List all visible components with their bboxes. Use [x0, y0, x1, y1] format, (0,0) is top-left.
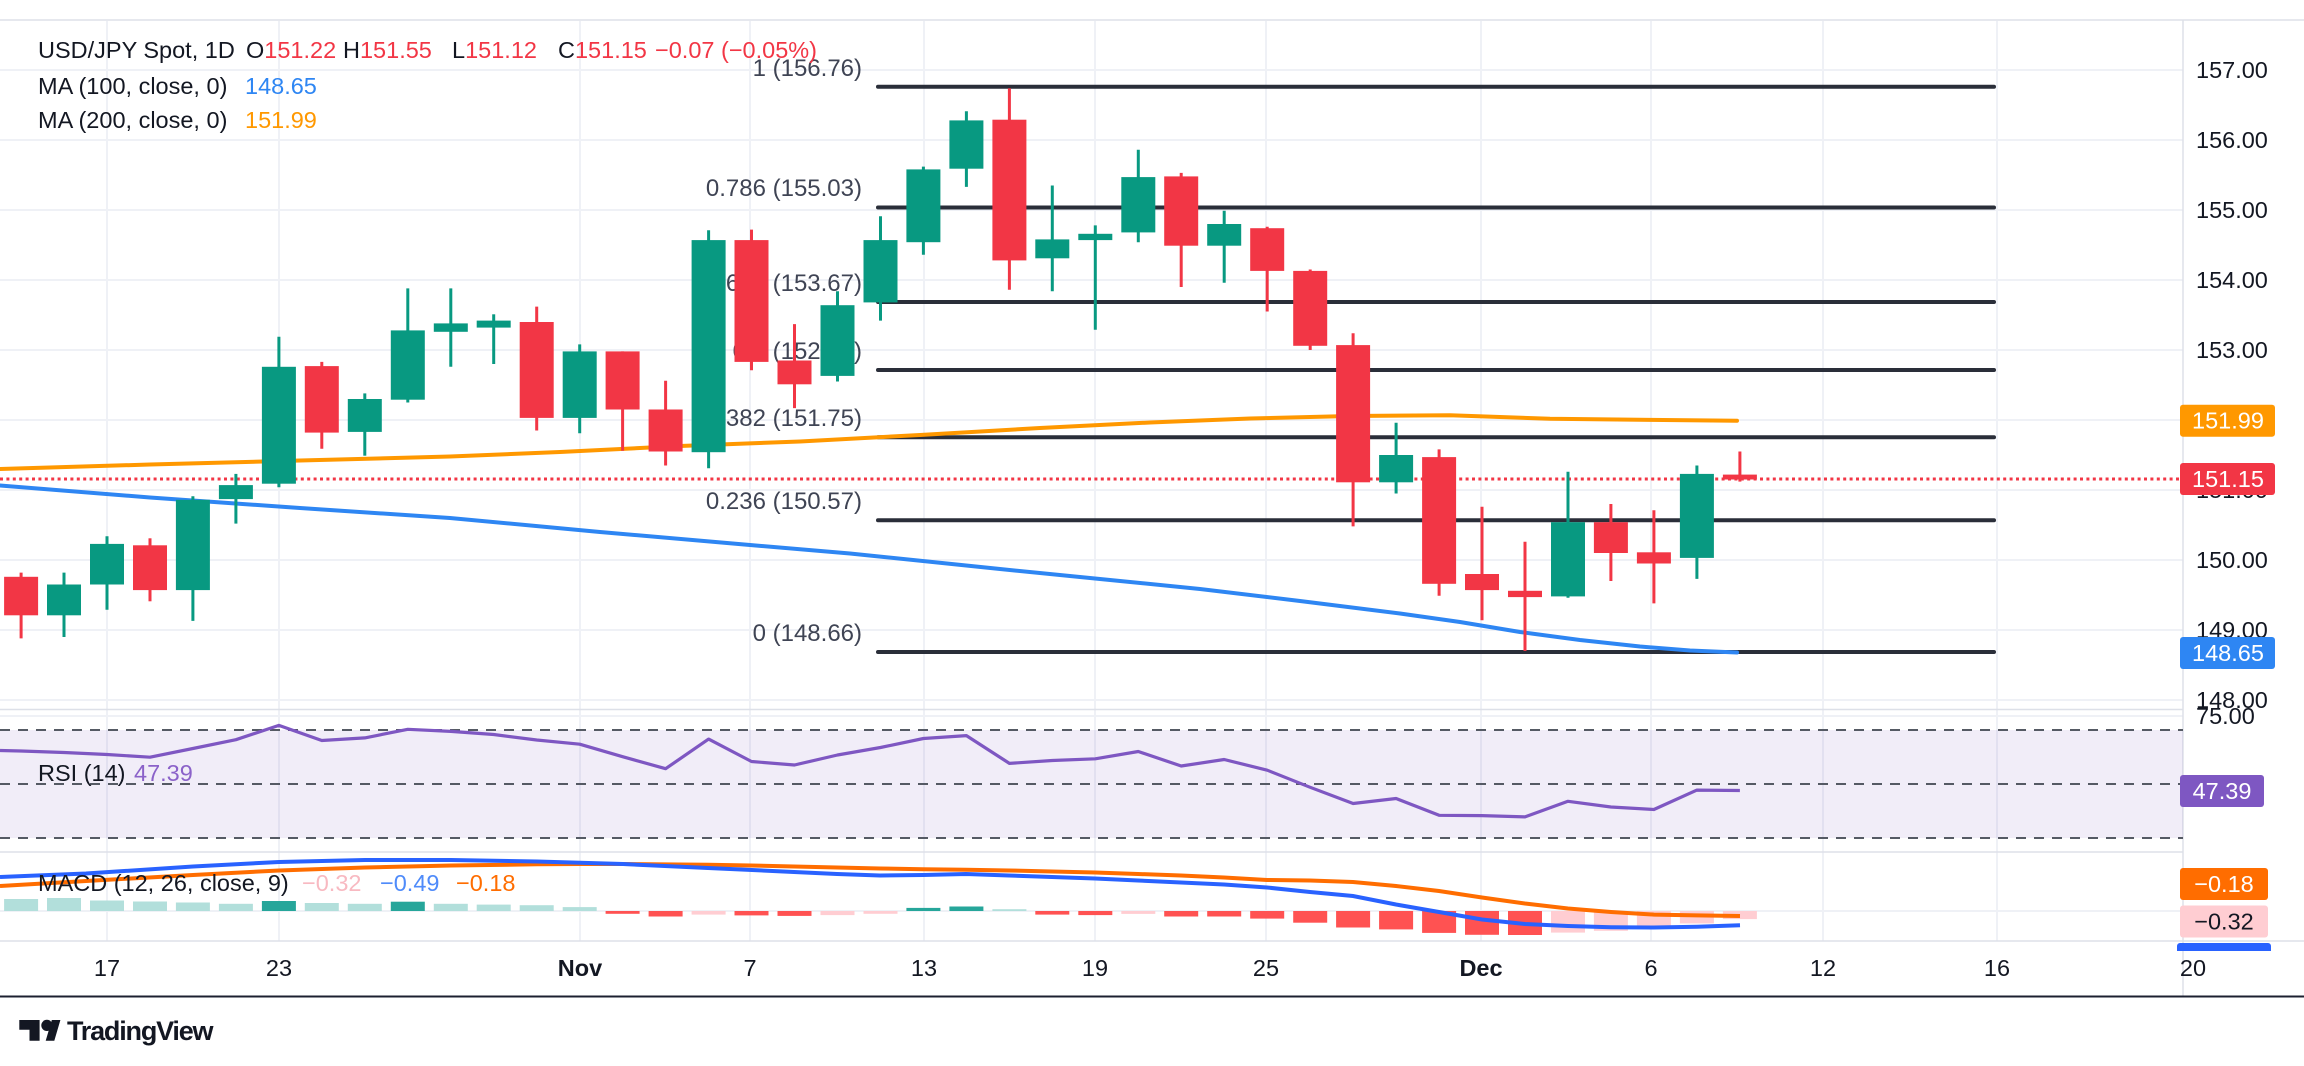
svg-text:156.00: 156.00: [2196, 127, 2268, 153]
svg-text:0.786 (155.03): 0.786 (155.03): [706, 175, 862, 202]
svg-text:0.382 (151.75): 0.382 (151.75): [706, 405, 862, 432]
svg-text:−0.32: −0.32: [2194, 909, 2253, 935]
svg-text:7: 7: [743, 955, 756, 981]
svg-text:20: 20: [2180, 955, 2206, 981]
svg-text:MA (200, close, 0) 151.99: MA (200, close, 0) 151.99: [38, 107, 317, 133]
svg-text:153.00: 153.00: [2196, 337, 2268, 363]
svg-text:−0.18: −0.18: [2194, 871, 2253, 897]
svg-text:157.00: 157.00: [2196, 57, 2268, 83]
svg-text:6: 6: [1644, 955, 1657, 981]
svg-text:TradingView: TradingView: [67, 1016, 215, 1046]
svg-text:17: 17: [94, 955, 120, 981]
svg-text:23: 23: [266, 955, 292, 981]
svg-text:Dec: Dec: [1459, 955, 1502, 981]
svg-text:25: 25: [1253, 955, 1279, 981]
svg-text:150.00: 150.00: [2196, 547, 2268, 573]
svg-text:0.236 (150.57): 0.236 (150.57): [706, 488, 862, 515]
svg-text:154.00: 154.00: [2196, 267, 2268, 293]
svg-text:RSI (14) 47.39: RSI (14) 47.39: [38, 760, 193, 786]
svg-text:151.15: 151.15: [2192, 466, 2264, 492]
svg-text:12: 12: [1810, 955, 1836, 981]
svg-text:75.00: 75.00: [2196, 703, 2255, 729]
svg-text:16: 16: [1984, 955, 2010, 981]
svg-text:19: 19: [1082, 955, 1108, 981]
svg-text:1 (156.76): 1 (156.76): [753, 55, 862, 82]
svg-text:13: 13: [911, 955, 937, 981]
svg-text:0 (148.66): 0 (148.66): [753, 620, 862, 647]
svg-text:MA (100, close, 0) 148.65: MA (100, close, 0) 148.65: [38, 73, 317, 99]
svg-text:151.99: 151.99: [2192, 408, 2264, 434]
svg-text:148.65: 148.65: [2192, 640, 2264, 666]
svg-text:155.00: 155.00: [2196, 197, 2268, 223]
svg-text:MACD (12, 26, close, 9) −0.32: MACD (12, 26, close, 9) −0.32 −0.49 −0.1…: [38, 870, 515, 896]
svg-text:47.39: 47.39: [2193, 778, 2252, 804]
svg-text:0.618 (153.67): 0.618 (153.67): [706, 270, 862, 297]
svg-text:Nov: Nov: [558, 955, 602, 981]
svg-text:148.00: 148.00: [2196, 687, 2268, 713]
